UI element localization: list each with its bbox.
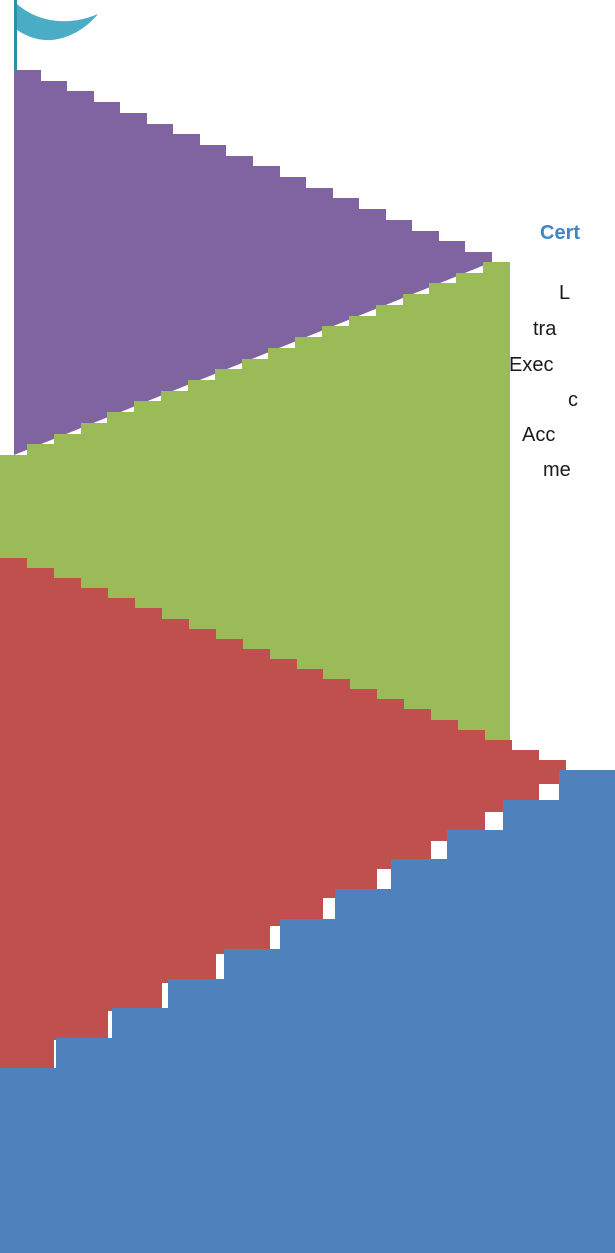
layer-red — [0, 558, 593, 1068]
layer-green — [0, 262, 510, 748]
layer-blue — [0, 770, 615, 1253]
layer-purple — [14, 70, 492, 455]
flag-icon — [17, 4, 98, 41]
